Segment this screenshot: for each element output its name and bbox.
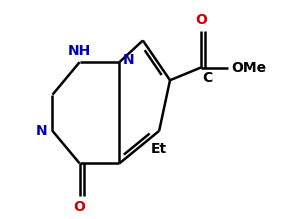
Text: C: C <box>202 71 213 85</box>
Text: N: N <box>123 53 134 67</box>
Text: Et: Et <box>151 142 167 156</box>
Text: O: O <box>74 200 86 214</box>
Text: OMe: OMe <box>231 61 267 75</box>
Text: NH: NH <box>68 44 91 58</box>
Text: N: N <box>35 124 47 138</box>
Text: O: O <box>195 13 207 27</box>
